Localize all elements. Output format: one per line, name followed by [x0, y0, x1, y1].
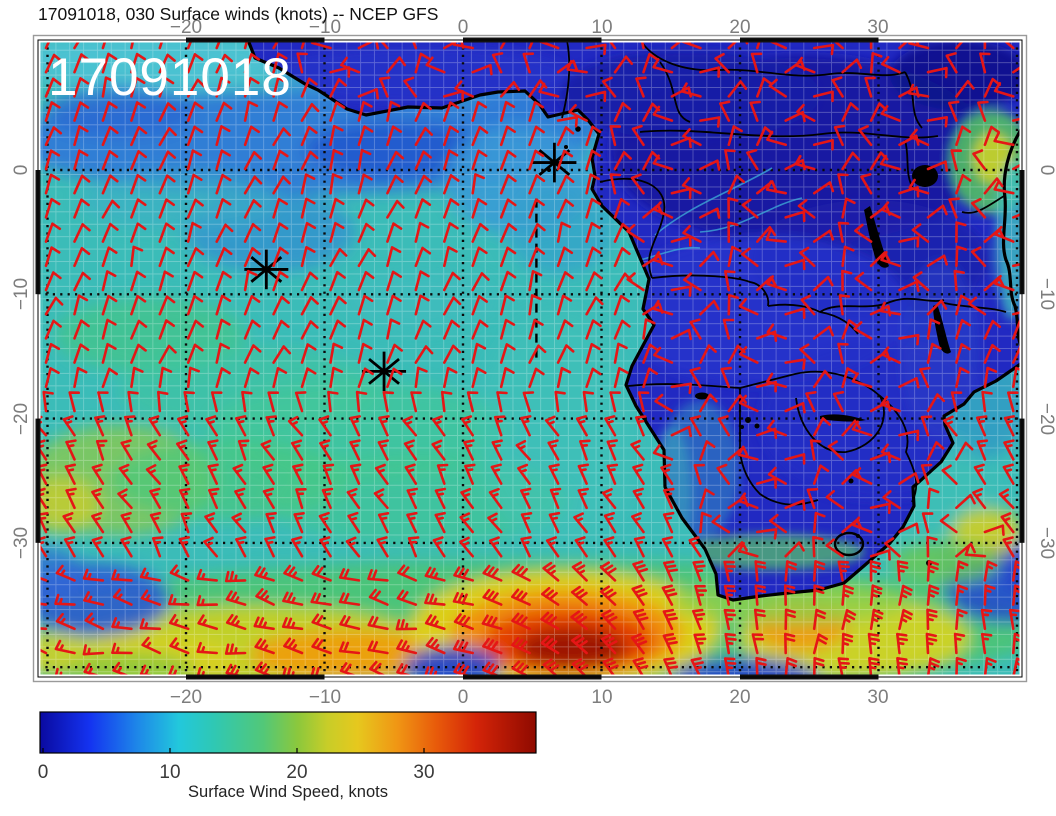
bottom-tick-label: −20	[170, 687, 202, 708]
left-tick-label: 0	[11, 165, 32, 176]
colorbar-gradient	[39, 711, 537, 754]
bottom-tick-label: 0	[458, 687, 469, 708]
left-tick-label: −10	[11, 278, 32, 310]
wind-barbs	[38, 40, 1022, 677]
left-tick-label: −30	[11, 527, 32, 559]
right-tick-label: −10	[1036, 278, 1056, 310]
lakes	[547, 126, 951, 566]
bottom-tick-label: 10	[591, 687, 612, 708]
outer-frame	[32, 34, 1028, 683]
east-coastline	[1001, 126, 1022, 348]
colorbar-tick-label: 30	[413, 762, 434, 783]
bottom-tick-label: 30	[867, 687, 888, 708]
right-tick-label: −20	[1036, 403, 1056, 435]
top-tick-label: −20	[170, 17, 202, 38]
colorbar: 0 10 20 30 Surface Wind Speed, knots	[38, 711, 537, 801]
colorbar-tick-label: 20	[286, 762, 307, 783]
bottom-tick-label: −10	[309, 687, 341, 708]
bottom-tick-label: 20	[729, 687, 750, 708]
figure-title: 17091018, 030 Surface winds (knots) -- N…	[38, 4, 438, 24]
track-and-markers	[244, 142, 577, 392]
axis-labels: −20 −10 0 10 20 30 −20 −10 0 10 20 30 0 …	[11, 17, 1056, 708]
date-stamp-overlay: 17091018	[48, 48, 292, 107]
map-area	[38, 40, 1022, 677]
top-tick-label: 10	[591, 17, 612, 38]
colorbar-tick-label: 10	[159, 762, 180, 783]
top-tick-label: 20	[729, 17, 750, 38]
map-border	[37, 39, 1023, 678]
colorbar-tick-label: 0	[38, 762, 49, 783]
top-tick-label: 0	[458, 17, 469, 38]
rivers	[639, 167, 803, 261]
top-tick-label: 30	[867, 17, 888, 38]
top-tick-label: −10	[309, 17, 341, 38]
left-tick-label: −20	[11, 403, 32, 435]
colorbar-caption: Surface Wind Speed, knots	[188, 783, 388, 801]
lesotho-border	[833, 531, 865, 557]
colorbar-ticks	[42, 748, 425, 753]
right-tick-label: −30	[1036, 527, 1056, 559]
right-tick-label: 0	[1036, 165, 1056, 176]
